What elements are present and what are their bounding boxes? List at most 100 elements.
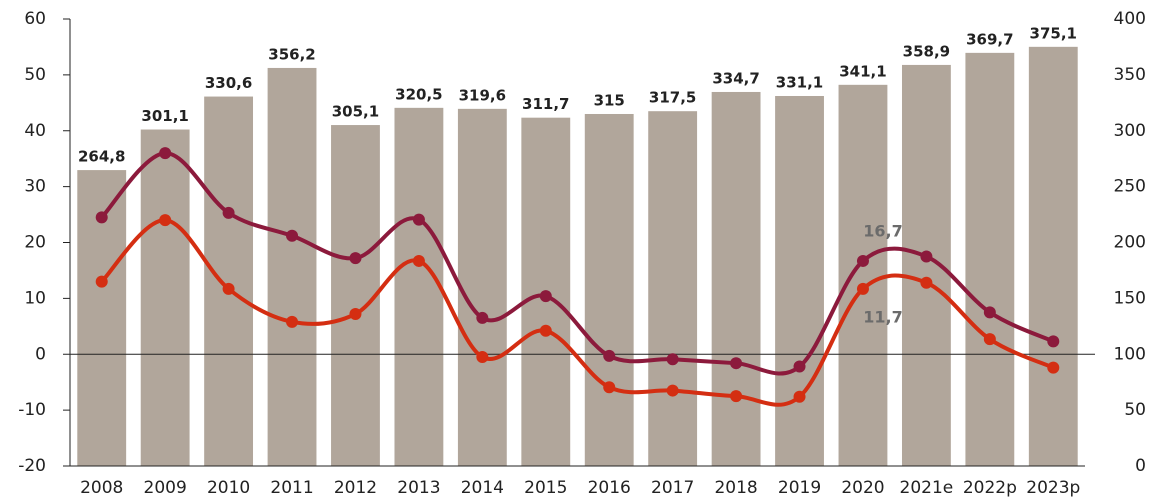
x-tick-label: 2022p (963, 478, 1017, 497)
line (100, 218, 1055, 407)
bar-label: 301,1 (141, 107, 188, 125)
line-marker (920, 250, 933, 263)
bar (204, 96, 254, 466)
line-marker (730, 357, 743, 370)
line-marker (793, 360, 806, 373)
line-marker (1047, 335, 1060, 348)
x-tick-label: 2017 (651, 478, 694, 497)
bar-label: 375,1 (1030, 24, 1077, 42)
bar-label: 369,7 (966, 30, 1013, 48)
line-marker (159, 214, 172, 227)
bar (965, 52, 1015, 466)
y-tick-label: 30 (24, 177, 46, 197)
bar (775, 95, 824, 466)
x-tick-label: 2016 (588, 478, 631, 497)
x-tick-label: 2018 (714, 478, 757, 497)
y-tick-label: -20 (18, 456, 46, 476)
bar (331, 125, 380, 466)
bar (838, 84, 888, 467)
bar (267, 67, 317, 466)
y2-tick-label: 100 (1114, 344, 1146, 364)
x-tick-label: 2010 (207, 478, 250, 497)
line (100, 151, 1055, 376)
bar (140, 129, 190, 466)
line-marker (349, 252, 362, 265)
line-marker (476, 311, 489, 324)
line-marker (539, 290, 552, 303)
x-tick-label: 2012 (334, 478, 377, 497)
x-tick-label: 2014 (461, 478, 504, 497)
y-tick-label: 0 (35, 344, 46, 364)
bar (711, 91, 761, 466)
line-marker (666, 384, 679, 397)
line-marker (603, 349, 616, 362)
bar-label: 341,1 (839, 62, 886, 80)
line-marker (983, 306, 996, 319)
line-marker (856, 254, 869, 267)
line-marker (476, 351, 489, 364)
bar-label: 358,9 (903, 42, 950, 60)
bar-label: 334,7 (712, 69, 759, 87)
line-marker (95, 211, 108, 224)
line-marker (159, 147, 172, 160)
line-marker (412, 254, 425, 267)
y-tick-label: 40 (24, 121, 46, 141)
x-tick-label: 2015 (524, 478, 567, 497)
line-marker (222, 206, 235, 219)
x-tick-label: 2013 (397, 478, 440, 497)
y2-tick-label: 350 (1114, 65, 1146, 85)
x-tick-label: 2023p (1026, 478, 1080, 497)
line-marker (793, 390, 806, 403)
bar (648, 111, 698, 466)
line-marker (539, 324, 552, 337)
y-tick-label: 60 (24, 9, 46, 29)
bar-label: 305,1 (332, 103, 379, 121)
bar-label: 319,6 (459, 86, 506, 104)
y-tick-label: 20 (24, 233, 46, 253)
bar-label: 264,8 (78, 148, 125, 166)
line-marker (286, 315, 299, 328)
line-marker (730, 390, 743, 403)
y2-tick-label: 250 (1114, 177, 1146, 197)
y2-tick-label: 50 (1124, 400, 1146, 420)
x-tick-label: 2021e (900, 478, 954, 497)
line-marker (412, 213, 425, 226)
bar (1028, 46, 1078, 467)
x-tick-label: 2011 (270, 478, 313, 497)
line-marker (666, 353, 679, 366)
line-marker (222, 282, 235, 295)
bar-label: 317,5 (649, 89, 696, 107)
y-tick-label: 50 (24, 65, 46, 85)
bar-label: 331,1 (776, 73, 823, 91)
bar-label: 330,6 (205, 74, 252, 92)
line-marker (349, 308, 362, 321)
line-marker (95, 275, 108, 288)
bar-label: 320,5 (395, 85, 442, 103)
line-marker (856, 282, 869, 295)
x-tick-label: 2019 (778, 478, 821, 497)
bar (457, 108, 507, 467)
data-label: 16,7 (863, 221, 902, 240)
bar (394, 107, 444, 466)
bar-label: 311,7 (522, 95, 569, 113)
line-marker (603, 381, 616, 394)
y-tick-label: -10 (18, 400, 46, 420)
x-tick-label: 2020 (841, 478, 884, 497)
line-marker (983, 333, 996, 346)
line-marker (920, 276, 933, 289)
y2-tick-label: 0 (1135, 456, 1146, 476)
x-tick-label: 2009 (144, 478, 187, 497)
y2-tick-label: 400 (1114, 9, 1146, 29)
bar (584, 113, 634, 467)
x-tick-label: 2008 (80, 478, 123, 497)
bar-label: 356,2 (268, 45, 315, 63)
y2-tick-label: 150 (1114, 288, 1146, 308)
line-marker (286, 229, 299, 242)
y2-tick-label: 200 (1114, 233, 1146, 253)
y2-tick-label: 300 (1114, 121, 1146, 141)
line-marker (1047, 361, 1060, 374)
data-label: 11,7 (863, 307, 902, 326)
bar-label: 315 (594, 91, 625, 109)
y-tick-label: 10 (24, 288, 46, 308)
